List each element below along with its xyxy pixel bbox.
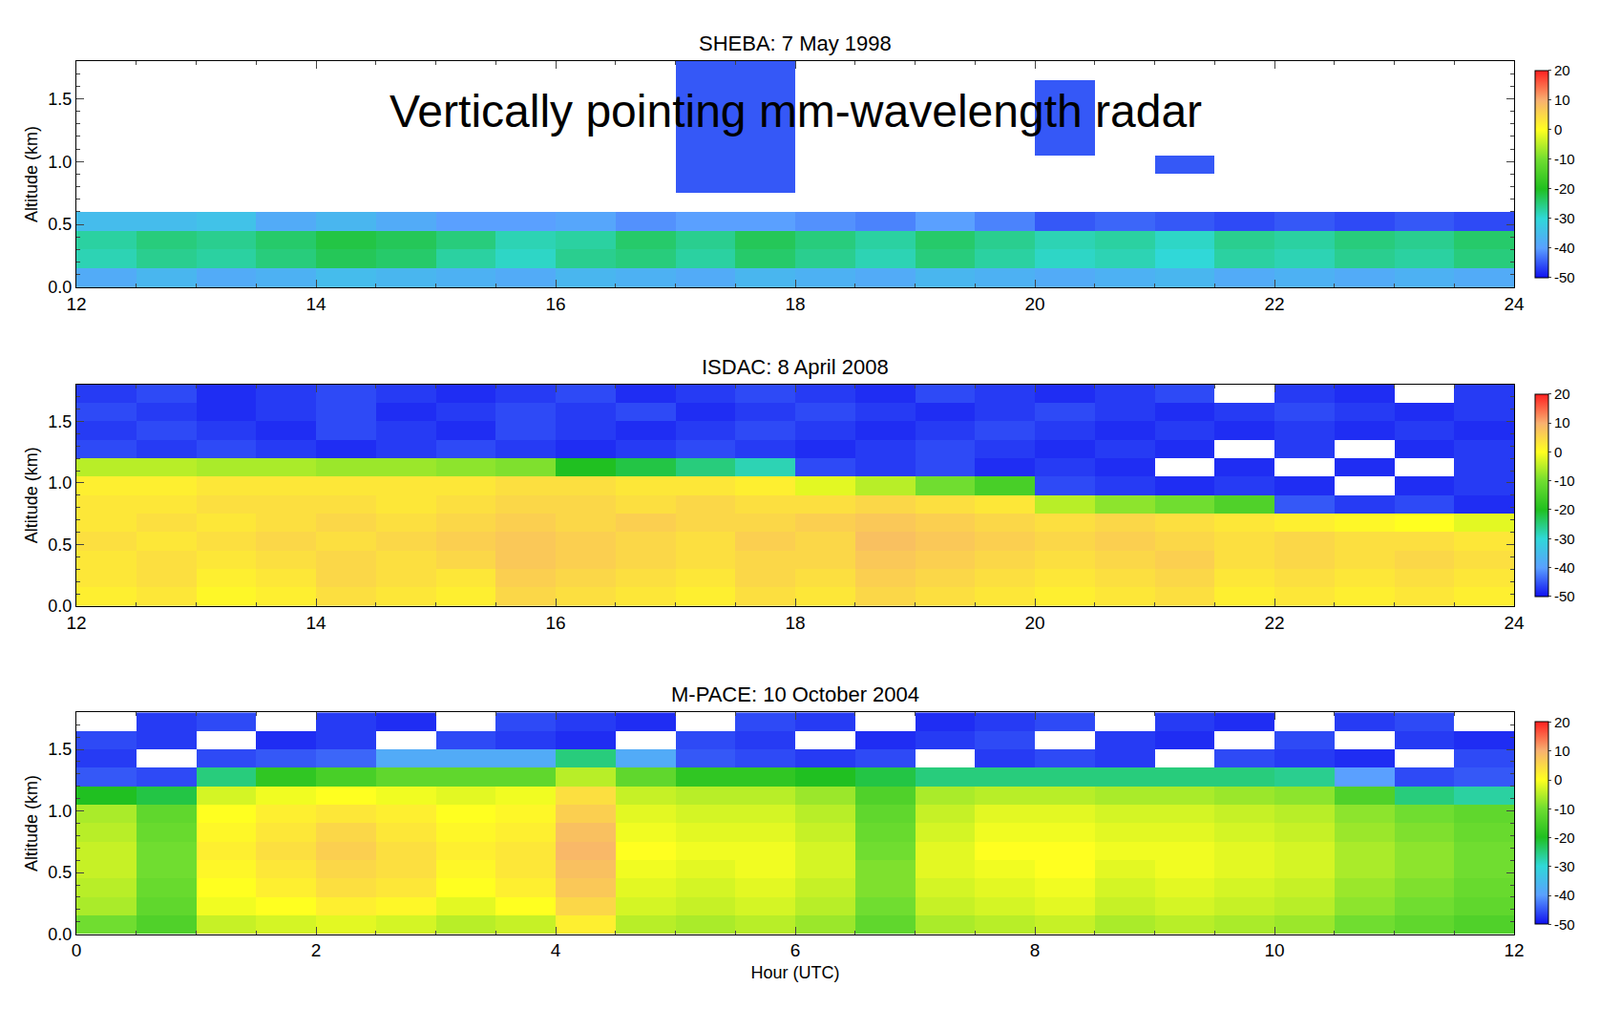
svg-text:16: 16 <box>545 294 566 315</box>
svg-text:10: 10 <box>1263 940 1285 961</box>
svg-text:-10: -10 <box>1554 800 1576 818</box>
svg-text:SHEBA: 7 May 1998: SHEBA: 7 May 1998 <box>698 31 892 56</box>
svg-text:18: 18 <box>784 612 805 633</box>
svg-text:-50: -50 <box>1554 588 1576 605</box>
svg-text:22: 22 <box>1263 294 1285 315</box>
svg-text:-40: -40 <box>1554 239 1576 256</box>
svg-text:-30: -30 <box>1554 210 1576 227</box>
svg-text:12: 12 <box>1503 940 1524 961</box>
svg-text:-30: -30 <box>1554 858 1576 875</box>
svg-text:24: 24 <box>1503 294 1525 315</box>
svg-text:1.0: 1.0 <box>47 152 72 172</box>
svg-text:0: 0 <box>1554 121 1562 138</box>
svg-text:18: 18 <box>784 294 805 315</box>
svg-text:20: 20 <box>1554 385 1571 402</box>
svg-text:1.5: 1.5 <box>47 412 72 432</box>
svg-text:0.0: 0.0 <box>47 596 72 616</box>
svg-text:20: 20 <box>1024 612 1045 633</box>
svg-text:20: 20 <box>1554 714 1571 731</box>
svg-text:10: 10 <box>1554 414 1571 431</box>
svg-text:0.5: 0.5 <box>47 535 72 555</box>
svg-text:20: 20 <box>1554 62 1571 79</box>
svg-text:0: 0 <box>1554 771 1562 788</box>
svg-text:ISDAC: 8 April 2008: ISDAC: 8 April 2008 <box>701 355 889 379</box>
svg-text:6: 6 <box>790 940 801 961</box>
svg-text:0: 0 <box>71 940 83 961</box>
svg-text:0.5: 0.5 <box>47 214 72 234</box>
svg-text:4: 4 <box>550 940 562 961</box>
svg-text:-40: -40 <box>1554 559 1576 576</box>
svg-text:M-PACE: 10 October 2004: M-PACE: 10 October 2004 <box>671 682 920 707</box>
svg-text:14: 14 <box>305 294 327 315</box>
svg-text:0.0: 0.0 <box>47 925 72 945</box>
svg-text:Vertically pointing mm-wavelen: Vertically pointing mm-wavelength radar <box>389 85 1202 137</box>
svg-text:1.5: 1.5 <box>47 89 72 109</box>
svg-text:0: 0 <box>1554 443 1562 461</box>
svg-text:-40: -40 <box>1554 886 1576 904</box>
svg-text:-20: -20 <box>1554 180 1576 197</box>
svg-text:0.0: 0.0 <box>47 277 72 297</box>
svg-text:0.5: 0.5 <box>47 863 72 883</box>
svg-text:-30: -30 <box>1554 530 1576 548</box>
svg-text:14: 14 <box>305 612 327 633</box>
svg-text:-10: -10 <box>1554 472 1576 489</box>
svg-text:-50: -50 <box>1554 916 1576 933</box>
svg-text:Hour (UTC): Hour (UTC) <box>751 963 841 983</box>
svg-text:10: 10 <box>1554 742 1571 759</box>
svg-text:10: 10 <box>1554 91 1571 108</box>
svg-text:Altitude (km): Altitude (km) <box>21 126 42 223</box>
svg-text:1.0: 1.0 <box>47 473 72 493</box>
svg-text:20: 20 <box>1024 294 1045 315</box>
svg-text:8: 8 <box>1030 940 1041 961</box>
svg-text:12: 12 <box>65 294 86 315</box>
svg-text:-50: -50 <box>1554 269 1576 286</box>
svg-text:16: 16 <box>545 612 566 633</box>
svg-text:2: 2 <box>311 940 322 961</box>
svg-text:24: 24 <box>1503 612 1525 633</box>
svg-text:Altitude (km): Altitude (km) <box>21 775 42 872</box>
svg-text:-10: -10 <box>1554 150 1576 168</box>
svg-text:1.0: 1.0 <box>47 801 72 822</box>
svg-text:1.5: 1.5 <box>47 739 72 759</box>
svg-text:22: 22 <box>1263 612 1285 633</box>
svg-text:12: 12 <box>65 612 86 633</box>
svg-text:Altitude (km): Altitude (km) <box>21 446 42 544</box>
svg-text:-20: -20 <box>1554 501 1576 518</box>
svg-text:-20: -20 <box>1554 829 1576 846</box>
